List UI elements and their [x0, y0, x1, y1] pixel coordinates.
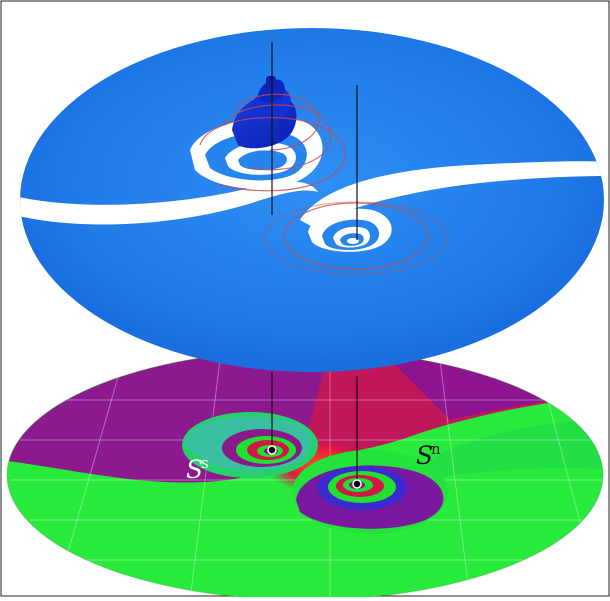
lower-stable-spiral: [182, 412, 318, 478]
unstable-point-marker: [352, 479, 362, 489]
svg-text:n: n: [431, 440, 441, 458]
upper-stable-spiral: [190, 76, 346, 192]
stable-point-marker: [267, 445, 277, 455]
svg-text:s: s: [201, 454, 209, 472]
lower-disk: [7, 350, 603, 600]
upper-surface: [20, 28, 604, 372]
vertical-axes: [271, 42, 358, 482]
stable-set-label: S s: [186, 454, 209, 484]
unstable-set-label: S n: [416, 440, 441, 470]
upper-unstable-spiral: [263, 201, 449, 275]
fixed-point-markers: [267, 445, 362, 489]
lower-unstable-spiral: [292, 450, 448, 534]
svg-text:S: S: [186, 455, 203, 484]
svg-text:S: S: [416, 441, 433, 470]
